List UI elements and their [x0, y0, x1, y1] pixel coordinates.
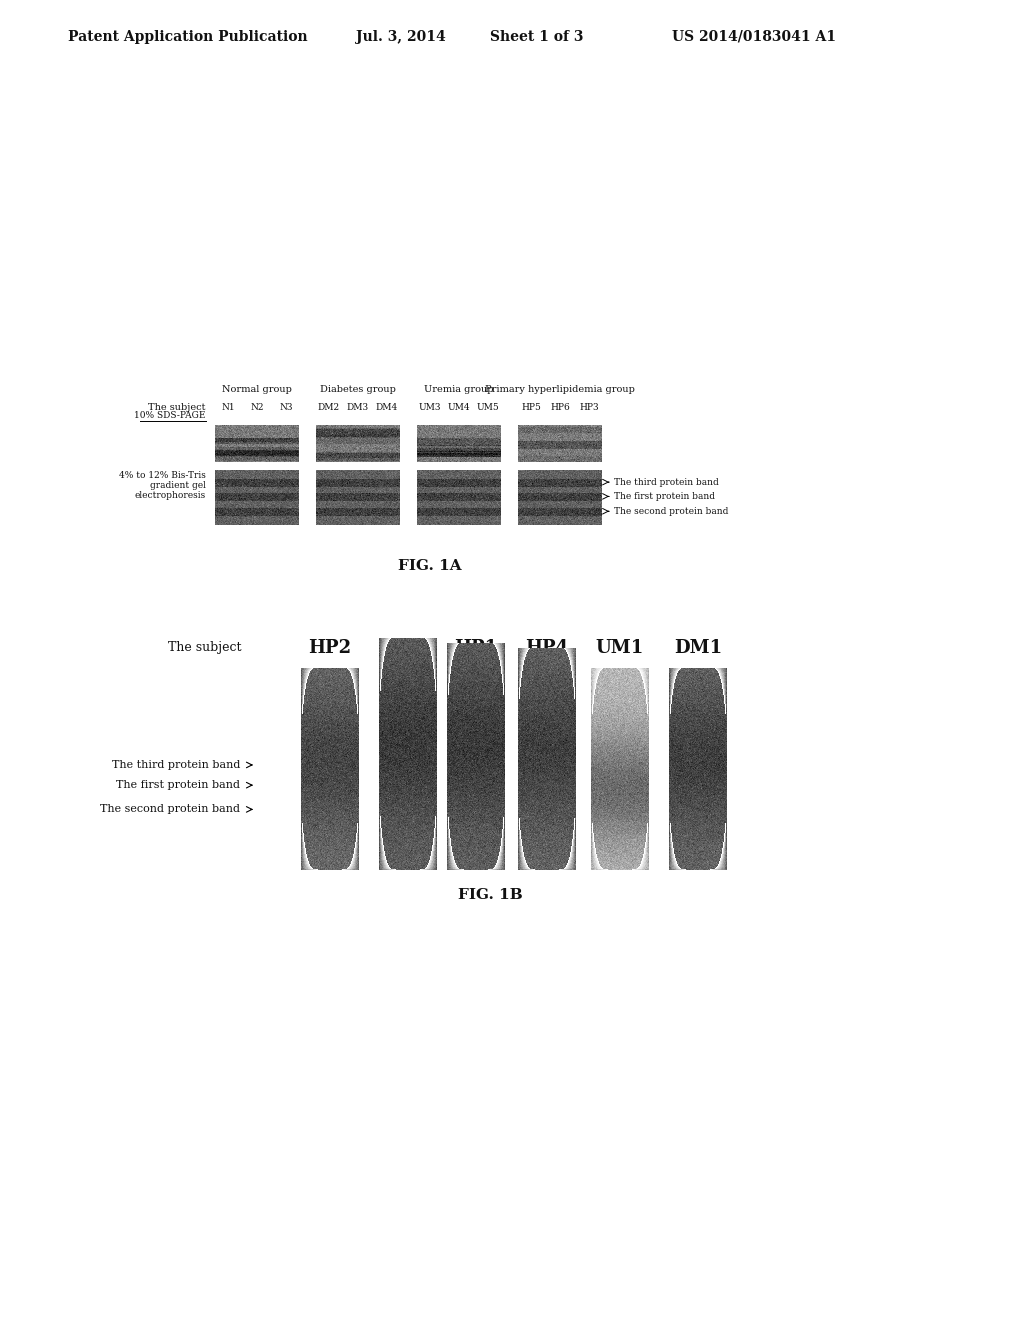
- Text: FIG. 1B: FIG. 1B: [458, 888, 522, 902]
- Text: 10% SDS-PAGE: 10% SDS-PAGE: [134, 412, 206, 421]
- Text: 4% to 12% Bis-Tris: 4% to 12% Bis-Tris: [119, 470, 206, 479]
- Text: Patent Application Publication: Patent Application Publication: [68, 30, 307, 44]
- Text: DM1: DM1: [674, 639, 722, 657]
- Text: DM2: DM2: [317, 404, 340, 412]
- Text: Normal group: Normal group: [222, 385, 292, 395]
- Text: N3: N3: [280, 404, 293, 412]
- Text: HP6: HP6: [550, 404, 570, 412]
- Text: HP5: HP5: [521, 404, 541, 412]
- Text: HP4: HP4: [525, 639, 568, 657]
- Text: N2: N2: [250, 404, 264, 412]
- Text: The first protein band: The first protein band: [116, 780, 240, 791]
- Text: HP3: HP3: [580, 404, 599, 412]
- Text: UM4: UM4: [447, 404, 470, 412]
- Text: UM5: UM5: [476, 404, 500, 412]
- Text: UM1: UM1: [596, 639, 644, 657]
- Text: DM4: DM4: [376, 404, 398, 412]
- Text: The second protein band: The second protein band: [100, 804, 240, 814]
- Text: Sheet 1 of 3: Sheet 1 of 3: [490, 30, 584, 44]
- Text: Diabetes group: Diabetes group: [321, 385, 396, 395]
- Text: N1: N1: [221, 404, 234, 412]
- Text: UM2: UM2: [384, 639, 432, 657]
- Text: gradient gel: gradient gel: [151, 480, 206, 490]
- Text: The third protein band: The third protein band: [614, 478, 719, 487]
- Text: Uremia group: Uremia group: [424, 385, 494, 395]
- Text: The second protein band: The second protein band: [614, 507, 728, 516]
- Text: The third protein band: The third protein band: [112, 760, 240, 770]
- Text: HP2: HP2: [308, 639, 351, 657]
- Text: FIG. 1A: FIG. 1A: [398, 558, 462, 573]
- Text: DM3: DM3: [347, 404, 369, 412]
- Text: The subject: The subject: [147, 404, 205, 412]
- Text: US 2014/0183041 A1: US 2014/0183041 A1: [672, 30, 836, 44]
- Text: UM3: UM3: [419, 404, 441, 412]
- Text: The subject: The subject: [169, 642, 242, 655]
- Text: Jul. 3, 2014: Jul. 3, 2014: [356, 30, 445, 44]
- Text: Primary hyperlipidemia group: Primary hyperlipidemia group: [485, 385, 635, 395]
- Text: electrophoresis: electrophoresis: [135, 491, 206, 499]
- Text: HP1: HP1: [455, 639, 498, 657]
- Text: The first protein band: The first protein band: [614, 492, 715, 500]
